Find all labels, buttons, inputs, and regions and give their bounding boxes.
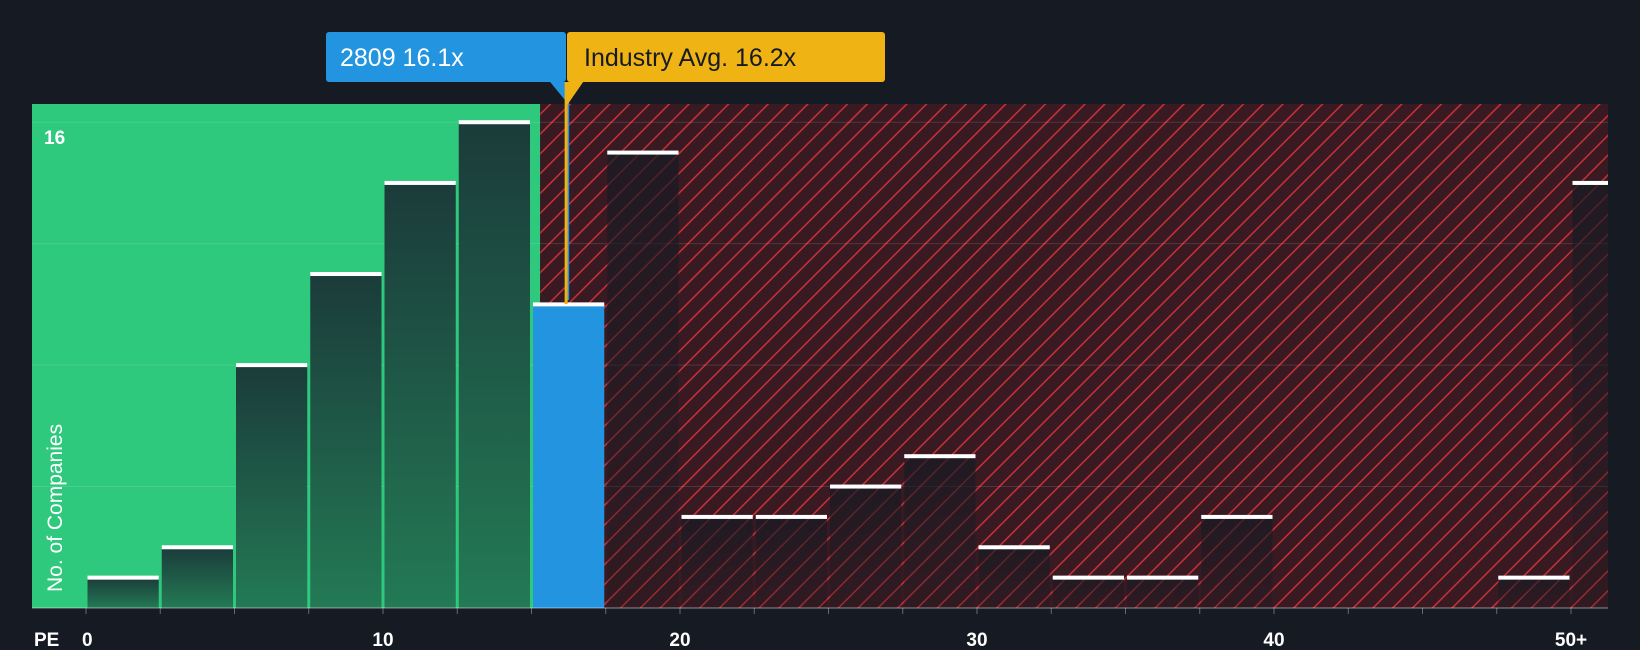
x-tick-label: 20	[669, 630, 690, 650]
bar-body	[978, 547, 1050, 608]
bar-body	[161, 547, 233, 608]
y-tick-label-max: 16	[44, 128, 65, 149]
bar-cap	[1498, 575, 1570, 580]
bar-body	[1572, 182, 1608, 608]
histogram-bar	[607, 150, 679, 608]
histogram-bar	[681, 514, 753, 608]
x-tick-label: 50+	[1555, 630, 1587, 650]
x-axis-label: PE	[34, 630, 59, 650]
bar-cap	[236, 363, 308, 368]
histogram-bar-highlighted	[533, 302, 605, 608]
bar-body	[607, 152, 679, 608]
company-marker: 2809 16.1x	[326, 32, 570, 300]
histogram-bar	[904, 454, 976, 608]
bar-body	[904, 456, 976, 608]
bar-body	[1201, 516, 1273, 608]
histogram-bar	[1572, 180, 1608, 608]
histogram-bar	[458, 120, 530, 609]
bar-body	[87, 577, 159, 608]
histogram-bar	[1052, 575, 1124, 608]
bar-cap	[1572, 180, 1608, 185]
industry-callout-label: Industry Avg. 16.2x	[584, 44, 797, 72]
bar-cap	[533, 302, 605, 307]
bar-body	[384, 182, 456, 608]
bar-body	[755, 516, 827, 608]
bar-body	[310, 274, 382, 608]
x-tick-label: 40	[1263, 630, 1284, 650]
bar-cap	[681, 514, 753, 519]
bar-cap	[607, 150, 679, 155]
histogram-bar	[1498, 575, 1570, 608]
bar-cap	[310, 272, 382, 277]
y-axis-label: No. of Companies	[44, 424, 67, 592]
bar-body	[236, 365, 308, 608]
company-callout-label: 2809 16.1x	[340, 44, 464, 72]
bar-cap	[384, 180, 456, 185]
histogram-bar	[310, 272, 382, 608]
bar-body	[681, 516, 753, 608]
bar-cap	[1127, 575, 1199, 580]
histogram-bar	[1127, 575, 1199, 608]
histogram-bar	[978, 545, 1050, 608]
bar-body	[1127, 577, 1199, 608]
bar-body	[1052, 577, 1124, 608]
industry-average-marker: Industry Avg. 16.2x	[564, 32, 885, 304]
bar-cap	[830, 484, 902, 489]
bar-cap	[87, 575, 159, 580]
histogram-bar	[384, 180, 456, 608]
histogram-bar	[755, 514, 827, 608]
bar-cap	[161, 545, 233, 550]
bar-body	[458, 122, 530, 609]
bar-cap	[1052, 575, 1124, 580]
histogram-bar	[161, 545, 233, 608]
industry-callout-pointer	[565, 82, 584, 108]
bar-cap	[458, 120, 530, 125]
bar-cap	[978, 545, 1050, 550]
bar-body	[533, 304, 605, 608]
company-callout-pointer	[550, 82, 569, 104]
industry-callout-box	[567, 32, 885, 82]
x-axis-ticks: 0 10 20 30 40 50+	[82, 608, 1587, 650]
x-tick-label: 0	[82, 630, 93, 650]
company-callout-box	[326, 32, 566, 82]
bar-cap	[755, 514, 827, 519]
bar-cap	[904, 454, 976, 459]
bar-body	[1498, 577, 1570, 608]
histogram-bars	[87, 120, 1608, 609]
histogram-bar	[1201, 514, 1273, 608]
bar-cap	[1201, 514, 1273, 519]
x-tick-label: 30	[966, 630, 987, 650]
x-tick-label: 10	[372, 630, 393, 650]
histogram-bar	[830, 484, 902, 608]
bar-body	[830, 486, 902, 608]
histogram-bar	[87, 575, 159, 608]
histogram-bar	[236, 363, 308, 608]
